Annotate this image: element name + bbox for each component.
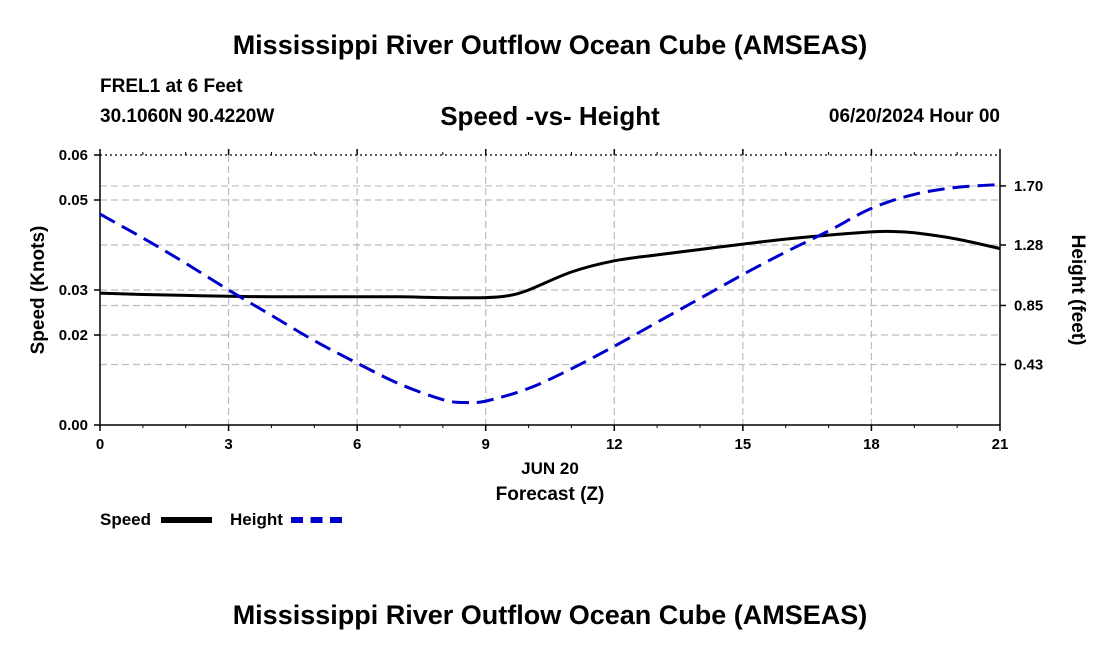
legend-speed-swatch [161, 517, 212, 523]
x-tick-label: 6 [353, 436, 361, 453]
chart-title: Speed -vs- Height [440, 101, 660, 131]
series-line-height [99, 183, 1001, 405]
date-label: 06/20/2024 Hour 00 [828, 106, 1000, 127]
y-tick-label: 0.02 [59, 327, 88, 344]
x-axis-label: Forecast (Z) [496, 484, 605, 505]
legend-height-label: Height [230, 510, 283, 529]
y-tick-label: 0.00 [59, 417, 88, 434]
x-axis-date-label: JUN 20 [521, 459, 579, 478]
y-tick-label: 0.06 [59, 147, 88, 164]
page-title: Mississippi River Outflow Ocean Cube (AM… [232, 30, 868, 60]
x-tick-label: 18 [863, 436, 880, 453]
x-tick-label: 0 [96, 436, 104, 453]
y2-tick-label: 0.85 [1014, 297, 1043, 314]
x-tick-label: 9 [482, 436, 490, 453]
y-tick-label: 0.03 [59, 282, 88, 299]
x-tick-label: 3 [224, 436, 232, 453]
y-tick-label: 0.05 [59, 192, 88, 209]
station-label: FREL1 at 6 Feet [100, 76, 243, 97]
y2-axis-label: Height (feet) [1067, 235, 1088, 346]
footer-title: Mississippi River Outflow Ocean Cube (AM… [232, 600, 868, 630]
legend-height-swatch [291, 517, 342, 523]
x-tick-label: 21 [992, 436, 1009, 453]
x-tick-label: 15 [735, 436, 752, 453]
y2-tick-label: 1.28 [1014, 237, 1043, 254]
series-line-speed [99, 229, 1001, 300]
x-tick-label: 12 [606, 436, 623, 453]
legend-speed-label: Speed [100, 510, 152, 529]
coordinates-label: 30.1060N 90.4220W [100, 106, 275, 127]
y2-tick-label: 0.43 [1014, 357, 1043, 374]
y-axis-label: Speed (Knots) [28, 226, 49, 355]
y2-tick-label: 1.70 [1014, 178, 1043, 195]
